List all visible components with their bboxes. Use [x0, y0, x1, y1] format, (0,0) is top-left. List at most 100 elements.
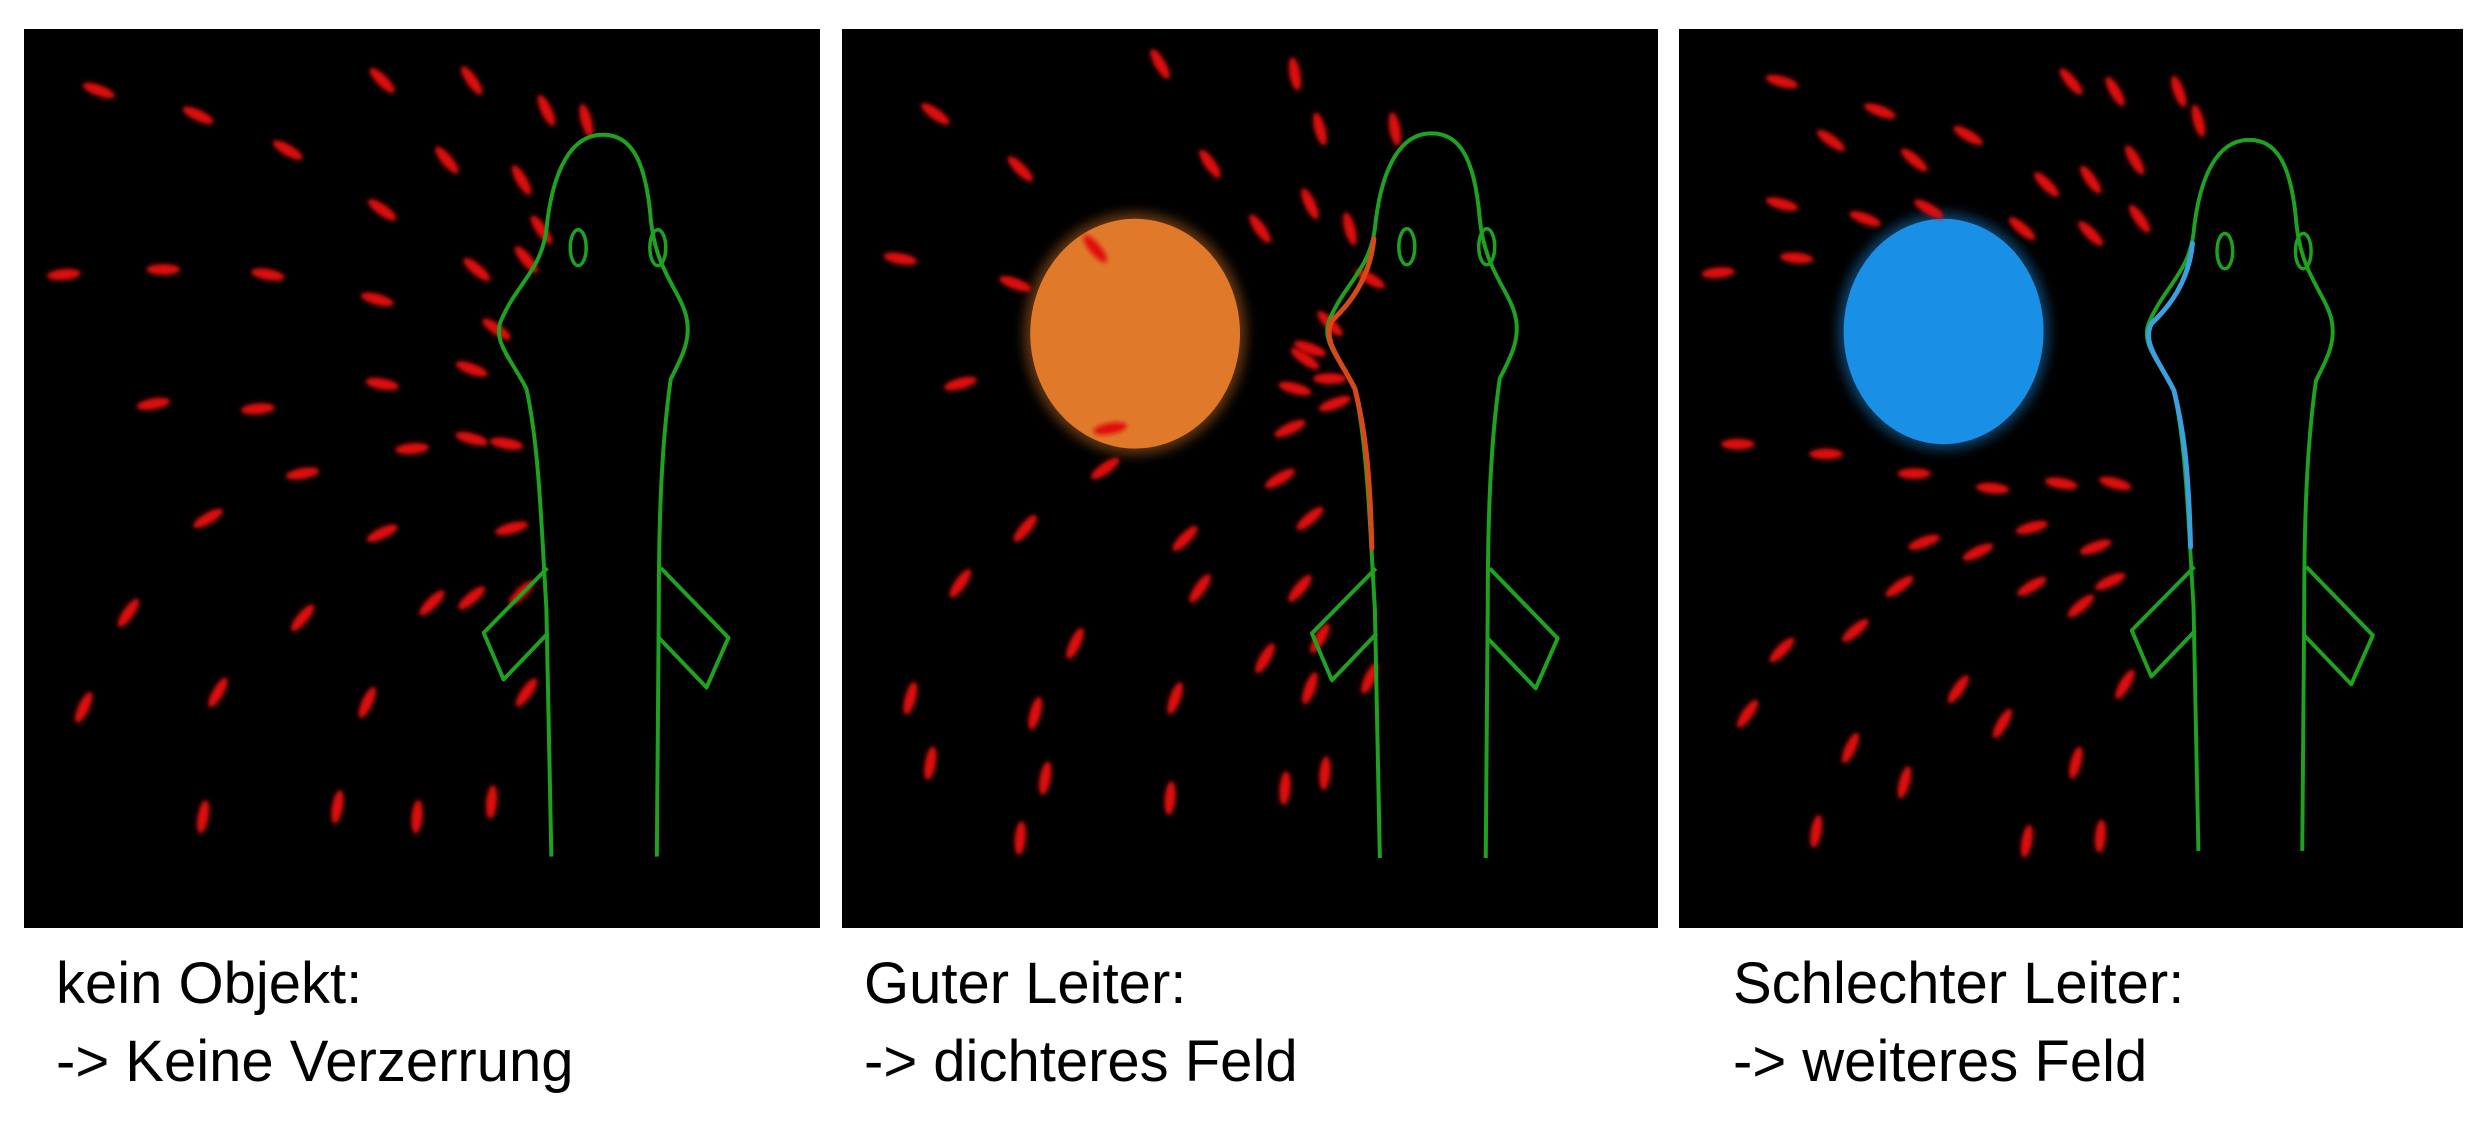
panel-good-conductor — [842, 29, 1658, 928]
field-dash — [1975, 482, 2010, 494]
field-dash — [395, 443, 429, 455]
field-dash — [1189, 574, 1211, 603]
field-dash — [1150, 49, 1170, 79]
field-dash — [486, 785, 498, 819]
field-dash — [921, 103, 950, 125]
field-dash — [2094, 819, 2106, 853]
field-dash — [1962, 543, 1994, 561]
field-dash — [1769, 637, 1795, 663]
fish-right-fin — [1486, 567, 1560, 691]
fish-outline — [1309, 131, 1560, 859]
field-dash — [1310, 623, 1330, 654]
field-dash — [1288, 57, 1302, 91]
field-dash — [1014, 821, 1026, 856]
field-dash — [411, 799, 423, 834]
field-dash — [182, 106, 214, 125]
field-dash — [1255, 643, 1275, 674]
field-dash — [360, 292, 394, 307]
fish-outline — [2129, 137, 2375, 851]
field-dash — [1842, 618, 1869, 642]
no-object-diagram — [46, 66, 731, 857]
field-dash — [1290, 347, 1320, 370]
fish-outline — [481, 132, 731, 857]
good-conductor-diagram — [883, 49, 1560, 859]
field-dash — [1810, 814, 1823, 848]
field-dash — [1028, 696, 1043, 730]
field-dash — [290, 604, 315, 632]
field-dash — [1809, 448, 1843, 460]
field-dash — [461, 66, 483, 95]
field-dash — [1313, 112, 1327, 146]
field-dash — [1279, 771, 1291, 806]
fish-right-eye — [648, 228, 668, 268]
field-dash — [1199, 149, 1221, 179]
field-dash — [1301, 188, 1319, 220]
field-dash — [2069, 746, 2083, 779]
fish-left-eye — [2215, 231, 2235, 271]
fish-flank-highlight — [1326, 236, 1377, 551]
fish-left-fin — [2129, 565, 2197, 679]
field-dash — [511, 165, 532, 195]
field-dash — [903, 681, 918, 715]
sphere-body — [1843, 218, 2044, 445]
field-dash — [1319, 756, 1331, 791]
field-dash — [1274, 419, 1306, 438]
field-dash — [2067, 594, 2095, 618]
field-dash — [1083, 235, 1107, 263]
field-dash — [1849, 211, 1881, 227]
field-dash — [458, 586, 486, 610]
field-dash — [146, 264, 181, 276]
field-dash — [1288, 574, 1312, 602]
poor-conductor-diagram — [1701, 68, 2375, 858]
field-dash — [463, 257, 491, 282]
field-dash — [82, 82, 115, 99]
field-dash — [1293, 340, 1327, 357]
caption-poor-conductor: Schlechter Leiter: -> weiteres Feld — [1733, 945, 2184, 1101]
field-dash — [489, 437, 524, 450]
caption-good-conductor: Guter Leiter: -> dichteres Feld — [864, 945, 1298, 1101]
field-dash — [943, 376, 977, 391]
field-dash — [1066, 627, 1084, 659]
caption-effect: -> dichteres Feld — [864, 1029, 1298, 1094]
field-dash — [1908, 534, 1940, 550]
field-dash — [1167, 682, 1183, 715]
field-dash — [117, 598, 140, 628]
field-dashes — [1701, 68, 2206, 858]
field-dash — [2094, 572, 2126, 590]
field-dash — [1947, 675, 1969, 704]
field-dash — [331, 790, 344, 824]
caption-effect: -> weiteres Feld — [1733, 1029, 2148, 1094]
field-dashes — [46, 66, 594, 834]
field-dash — [1007, 156, 1033, 182]
caption-label: Guter Leiter: — [864, 951, 1187, 1016]
field-dash — [251, 268, 285, 281]
fish-body — [496, 132, 690, 857]
field-dash — [1090, 457, 1120, 480]
field-dash — [2059, 68, 2083, 95]
caption-label: Schlechter Leiter: — [1733, 951, 2185, 1016]
field-dash — [2044, 477, 2078, 490]
field-dash — [240, 403, 275, 415]
field-dash — [924, 746, 937, 780]
field-dash — [1164, 781, 1176, 816]
fish-right-fin — [2302, 565, 2375, 687]
field-dash — [1093, 422, 1127, 435]
field-dash — [2078, 221, 2103, 246]
fish-left-eye — [1397, 227, 1417, 267]
caption-effect: -> Keine Verzerrung — [56, 1029, 574, 1094]
field-dash — [193, 508, 223, 528]
field-dash — [1779, 252, 1814, 264]
insulator-sphere — [1837, 212, 2050, 451]
field-dash — [367, 199, 397, 221]
field-dash — [1013, 514, 1037, 542]
field-dash — [208, 677, 228, 708]
field-dash — [1897, 766, 1912, 799]
sphere-body — [1030, 218, 1241, 449]
field-dash — [1312, 373, 1347, 385]
field-dash — [579, 103, 594, 137]
fish-right-eye — [2293, 231, 2313, 271]
field-dash — [2080, 165, 2102, 194]
field-dash — [537, 94, 556, 126]
field-dash — [1765, 74, 1799, 89]
field-dash — [2008, 217, 2036, 241]
